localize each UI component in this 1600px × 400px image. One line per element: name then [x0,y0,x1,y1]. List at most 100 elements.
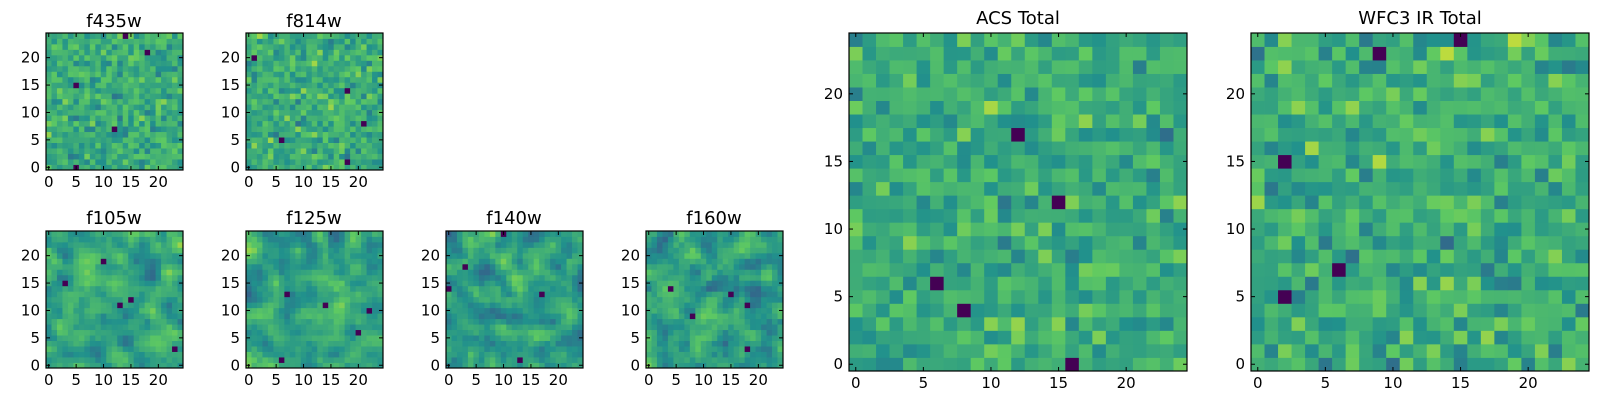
heatmap-cell [62,54,69,61]
heatmap-cell [122,164,129,171]
heatmap-cell [1078,276,1093,291]
heatmap-cell [1078,100,1093,115]
heatmap-cell [355,313,362,320]
heatmap-cell [511,313,518,320]
heatmap-cell [772,357,778,363]
heatmap-cell [111,109,118,116]
heatmap-cell [889,303,904,318]
heatmap-cell [122,159,129,165]
heatmap-cell [256,109,263,116]
heatmap-cell [251,274,258,281]
heatmap-cell [333,346,340,352]
heatmap-cell [722,285,729,292]
heatmap-cell [572,335,578,341]
heatmap-cell [577,340,584,347]
heatmap-cell [344,280,351,287]
heatmap-cell [139,76,146,83]
heatmap-cell [256,291,263,298]
heatmap-cell [177,71,184,78]
heatmap-cell [1440,357,1455,372]
heatmap-cell [1146,195,1161,210]
heatmap-cell [84,43,91,50]
heatmap-cell [56,98,63,105]
heatmap-cell [161,76,167,83]
heatmap-cell [1024,181,1039,196]
heatmap-cell [656,280,663,287]
heatmap-cell [539,236,546,243]
heatmap-cell [339,98,346,105]
heatmap-cell [117,76,124,83]
heatmap-cell [777,263,784,270]
heatmap-cell [333,291,340,298]
heatmap-cell [166,280,173,287]
heatmap-cell [1146,222,1161,237]
heatmap-cell [656,351,663,358]
heatmap-cell [262,362,269,369]
heatmap-cell [300,318,307,325]
heatmap-cell [1413,249,1428,264]
heatmap-cell [262,65,269,72]
heatmap-cell [1413,195,1428,210]
heatmap-cell [295,137,302,143]
heatmap-cell [572,302,578,309]
heatmap-cell [722,296,729,303]
heatmap-cell [106,302,113,309]
heatmap-cell [78,115,85,122]
heatmap-cell [328,131,335,138]
heatmap-cell [62,307,69,314]
heatmap-cell [339,241,346,248]
heatmap-cell [673,285,680,292]
heatmap-cell [684,241,691,248]
heatmap-cell [561,302,567,309]
heatmap-cell [957,114,972,129]
heatmap-cell [306,274,313,281]
heatmap-cell [317,159,324,165]
heatmap-cell [772,340,778,347]
heatmap-cell [311,269,318,276]
heatmap-cell [95,285,102,292]
heatmap-cell [517,263,524,270]
heatmap-cell [144,296,151,303]
heatmap-cell [662,329,669,336]
heatmap-cell [377,60,384,67]
heatmap-cell [133,43,140,50]
heatmap-cell [372,258,378,265]
heatmap-cell [717,357,724,363]
heatmap-cell [344,247,351,254]
heatmap-cell [172,71,178,78]
heatmap-cell [267,65,274,72]
heatmap-cell [311,285,318,292]
heatmap-cell [511,252,518,259]
heatmap-cell [73,302,80,309]
heatmap-cell [300,82,307,89]
heatmap-cell [67,302,74,309]
heatmap-cell [267,49,274,56]
heatmap-cell [1467,262,1482,277]
heatmap-cell [166,71,173,78]
heatmap-cell [930,168,945,183]
heatmap-cell [456,280,463,287]
heatmap-cell [943,73,958,88]
heatmap-cell [711,307,718,314]
heatmap-cell [984,357,999,372]
heatmap-cell [344,362,351,369]
heatmap-cell [344,285,351,292]
heatmap-cell [100,104,107,111]
heatmap-cell [328,49,335,56]
y-tick-label: 20 [621,247,640,265]
heatmap-cell [100,280,107,287]
heatmap-cell [555,357,562,363]
heatmap-cell [1534,276,1549,291]
heatmap-cell [289,236,296,243]
heatmap-cell [667,340,674,347]
heatmap-cell [651,335,658,341]
heatmap-cell [128,236,135,243]
heatmap-cell [355,159,362,165]
heatmap-cell [451,313,458,320]
heatmap-cell [166,231,173,237]
heatmap-cell [84,346,91,352]
heatmap-cell [128,87,135,94]
heatmap-cell [451,324,458,331]
heatmap-cell [139,142,146,149]
heatmap-cell [161,82,167,89]
